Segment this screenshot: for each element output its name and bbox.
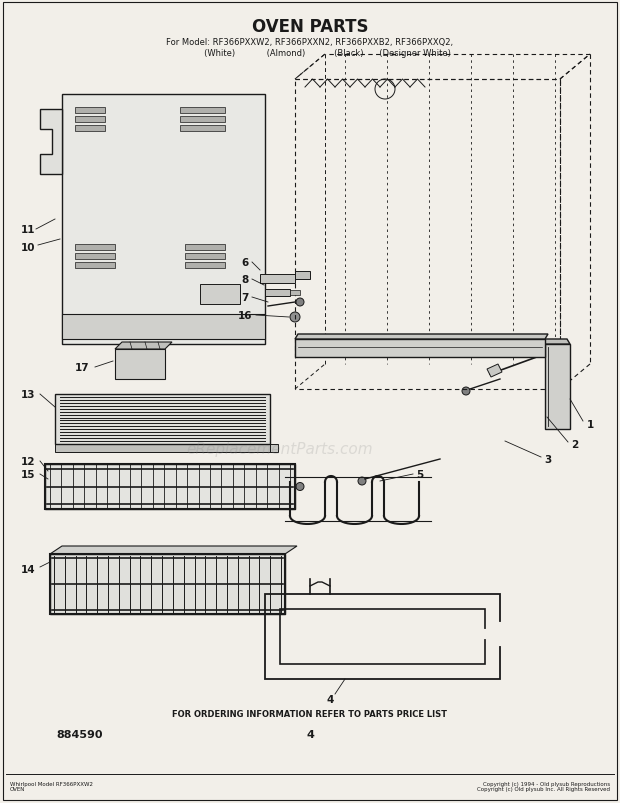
Polygon shape <box>265 290 290 296</box>
Polygon shape <box>55 444 270 452</box>
Text: 17: 17 <box>74 362 89 373</box>
Polygon shape <box>260 275 295 283</box>
Text: 15: 15 <box>20 470 35 479</box>
Text: 5: 5 <box>417 470 423 479</box>
Polygon shape <box>62 95 265 344</box>
Polygon shape <box>200 284 240 304</box>
Text: 16: 16 <box>237 311 252 320</box>
Text: 1: 1 <box>587 419 593 430</box>
Polygon shape <box>75 263 115 269</box>
Text: (White)            (Almond)           (Black)      (Designer White): (White) (Almond) (Black) (Designer White… <box>169 50 451 59</box>
Polygon shape <box>185 245 225 251</box>
Text: 6: 6 <box>241 258 249 267</box>
Polygon shape <box>180 126 225 132</box>
Circle shape <box>358 478 366 485</box>
Polygon shape <box>50 546 297 554</box>
Polygon shape <box>185 254 225 259</box>
Circle shape <box>296 483 304 491</box>
Text: For Model: RF366PXXW2, RF366PXXN2, RF366PXXB2, RF366PXXQ2,: For Model: RF366PXXW2, RF366PXXN2, RF366… <box>166 39 454 47</box>
Text: eReplacementParts.com: eReplacementParts.com <box>187 442 373 457</box>
Circle shape <box>462 388 470 396</box>
Text: Copyright (c) 1994 - Old plysub Reproductions
Copyright (c) Old plysub Inc. All : Copyright (c) 1994 - Old plysub Reproduc… <box>477 781 610 792</box>
Text: 4: 4 <box>326 694 334 704</box>
Text: 8: 8 <box>241 275 249 284</box>
Polygon shape <box>75 126 105 132</box>
Polygon shape <box>295 340 545 357</box>
Circle shape <box>290 312 300 323</box>
Polygon shape <box>62 315 265 340</box>
Polygon shape <box>45 464 295 509</box>
Polygon shape <box>487 365 502 377</box>
Polygon shape <box>185 263 225 269</box>
Polygon shape <box>50 554 285 614</box>
Polygon shape <box>290 291 300 296</box>
Polygon shape <box>55 394 270 444</box>
Polygon shape <box>295 335 548 340</box>
Polygon shape <box>63 444 278 452</box>
Text: 3: 3 <box>544 454 552 464</box>
Text: 13: 13 <box>20 389 35 400</box>
Polygon shape <box>180 117 225 123</box>
Circle shape <box>296 299 304 307</box>
Polygon shape <box>542 340 570 344</box>
Text: FOR ORDERING INFORMATION REFER TO PARTS PRICE LIST: FOR ORDERING INFORMATION REFER TO PARTS … <box>172 710 448 719</box>
Polygon shape <box>115 343 172 349</box>
Text: 14: 14 <box>20 565 35 574</box>
Text: 4: 4 <box>306 729 314 739</box>
Text: 884590: 884590 <box>57 729 104 739</box>
Text: Whirlpool Model RF366PXXW2
OVEN: Whirlpool Model RF366PXXW2 OVEN <box>10 781 93 792</box>
Polygon shape <box>75 117 105 123</box>
Polygon shape <box>115 349 165 380</box>
Polygon shape <box>75 245 115 251</box>
Polygon shape <box>75 108 105 114</box>
Polygon shape <box>180 108 225 114</box>
Polygon shape <box>75 254 115 259</box>
Text: 2: 2 <box>572 439 578 450</box>
Polygon shape <box>545 344 570 430</box>
Text: 11: 11 <box>20 225 35 234</box>
Text: OVEN PARTS: OVEN PARTS <box>252 18 368 36</box>
Polygon shape <box>40 110 62 175</box>
Polygon shape <box>295 271 310 279</box>
Text: 12: 12 <box>20 456 35 467</box>
Text: 7: 7 <box>241 292 249 303</box>
Text: 10: 10 <box>20 243 35 253</box>
